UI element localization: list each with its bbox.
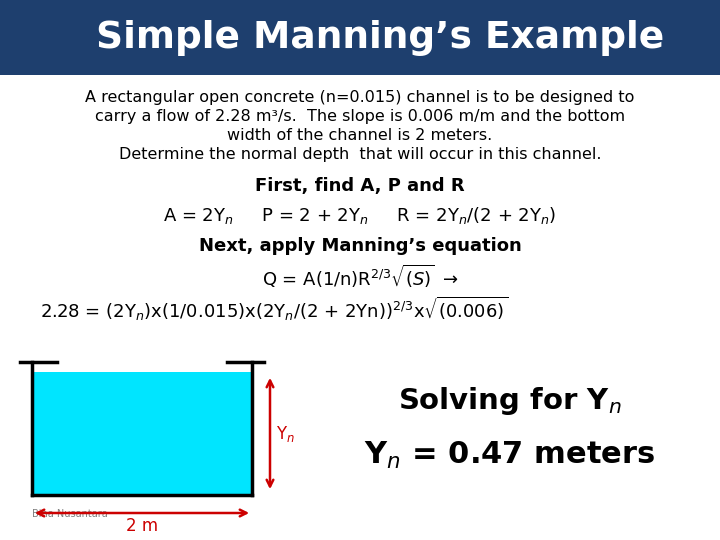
Bar — [0, 0, 720, 75]
Text: Next, apply Manning’s equation: Next, apply Manning’s equation — [199, 237, 521, 255]
Text: Y$_n$: Y$_n$ — [276, 423, 295, 443]
Text: carry a flow of 2.28 m³/s.  The slope is 0.006 m/m and the bottom: carry a flow of 2.28 m³/s. The slope is … — [95, 109, 625, 124]
Text: Y$_n$ = 0.47 meters: Y$_n$ = 0.47 meters — [364, 440, 656, 471]
Text: 2.28 = (2Y$_n$)x(1/0.015)x(2Y$_n$/(2 + 2Yn))$^{2/3}$x$\sqrt{(0.006)}$: 2.28 = (2Y$_n$)x(1/0.015)x(2Y$_n$/(2 + 2… — [40, 295, 508, 323]
Text: width of the channel is 2 meters.: width of the channel is 2 meters. — [228, 128, 492, 143]
Text: Determine the normal depth  that will occur in this channel.: Determine the normal depth that will occ… — [119, 147, 601, 162]
Text: 2 m: 2 m — [126, 517, 158, 535]
Text: Simple Manning’s Example: Simple Manning’s Example — [96, 20, 664, 56]
Text: Bina Nusantara: Bina Nusantara — [32, 509, 108, 519]
Text: Q = A(1/n)R$^{2/3}$$\sqrt{(S)}$ $\rightarrow$: Q = A(1/n)R$^{2/3}$$\sqrt{(S)}$ $\righta… — [262, 263, 458, 290]
Text: Solving for Y$_n$: Solving for Y$_n$ — [398, 385, 622, 417]
Bar — [32, 372, 252, 495]
Text: First, find A, P and R: First, find A, P and R — [255, 177, 465, 195]
Text: A rectangular open concrete (n=0.015) channel is to be designed to: A rectangular open concrete (n=0.015) ch… — [85, 90, 635, 105]
Text: A = 2Y$_n$     P = 2 + 2Y$_n$     R = 2Y$_n$/(2 + 2Y$_n$): A = 2Y$_n$ P = 2 + 2Y$_n$ R = 2Y$_n$/(2 … — [163, 205, 557, 226]
